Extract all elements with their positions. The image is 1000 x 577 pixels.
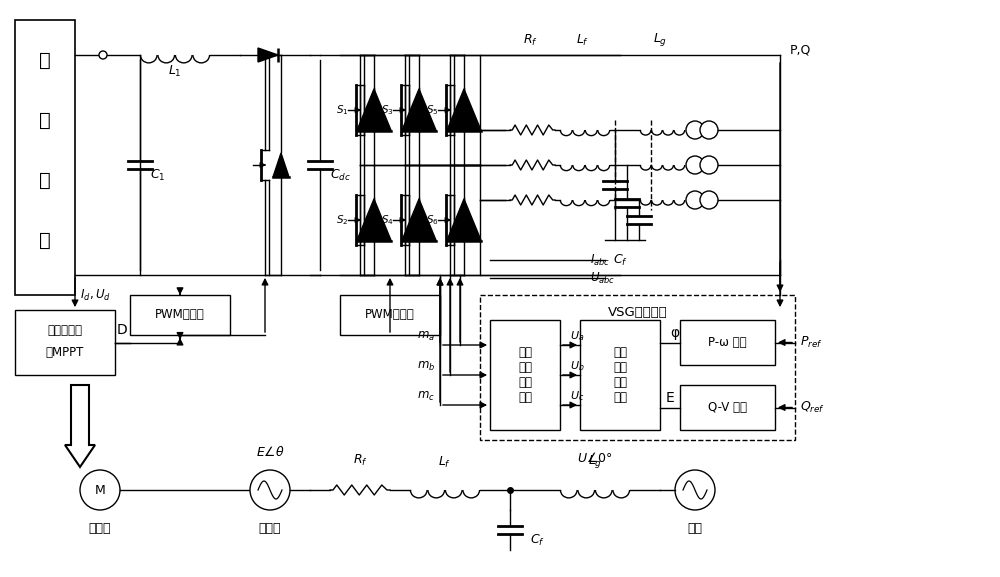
Text: 自带热备用: 自带热备用 <box>48 324 82 336</box>
Text: 光: 光 <box>39 51 51 69</box>
Text: $S_5$: $S_5$ <box>426 103 438 117</box>
Circle shape <box>700 121 718 139</box>
Circle shape <box>686 191 704 209</box>
Text: $E\angle\theta$: $E\angle\theta$ <box>256 445 284 459</box>
Bar <box>130 295 230 335</box>
Text: 发电机: 发电机 <box>259 522 281 534</box>
Text: P-ω 控制: P-ω 控制 <box>708 336 747 349</box>
Text: 的MPPT: 的MPPT <box>46 346 84 358</box>
Text: D: D <box>117 324 128 338</box>
Circle shape <box>80 470 120 510</box>
Bar <box>580 320 660 430</box>
Text: 双闭
环电
压跟
踪器: 双闭 环电 压跟 踪器 <box>518 346 532 404</box>
Text: $C_1$: $C_1$ <box>150 167 166 182</box>
Text: $Q_{ref}$: $Q_{ref}$ <box>800 400 825 415</box>
Text: $I_d,U_d$: $I_d,U_d$ <box>80 287 111 302</box>
Text: PWM发生器: PWM发生器 <box>155 309 205 321</box>
Text: $U_{abc}$: $U_{abc}$ <box>590 271 615 286</box>
Text: φ: φ <box>670 325 680 339</box>
Polygon shape <box>402 89 436 131</box>
Bar <box>480 295 795 440</box>
Text: $S_1$: $S_1$ <box>336 103 348 117</box>
Text: $m_c$: $m_c$ <box>417 389 435 403</box>
Bar <box>15 310 115 375</box>
Text: P,Q: P,Q <box>790 43 811 57</box>
Bar <box>490 320 560 430</box>
Circle shape <box>99 51 107 59</box>
Text: $S_4$: $S_4$ <box>381 213 393 227</box>
Polygon shape <box>273 153 289 177</box>
Text: Q-V 控制: Q-V 控制 <box>708 401 747 414</box>
Text: $C_f$: $C_f$ <box>530 533 545 548</box>
Text: $S_6$: $S_6$ <box>426 213 438 227</box>
FancyArrow shape <box>65 385 95 467</box>
Bar <box>680 385 775 430</box>
Circle shape <box>700 191 718 209</box>
Bar <box>15 20 75 295</box>
Text: E: E <box>666 391 674 404</box>
Circle shape <box>250 470 290 510</box>
Text: $U_b$: $U_b$ <box>570 359 585 373</box>
Bar <box>680 320 775 365</box>
Text: $m_b$: $m_b$ <box>417 359 435 373</box>
Polygon shape <box>357 199 391 241</box>
Text: $U_a$: $U_a$ <box>570 329 584 343</box>
Text: $L_f$: $L_f$ <box>438 455 452 470</box>
Text: 列: 列 <box>39 230 51 249</box>
Text: 三相
正弦
波发
生器: 三相 正弦 波发 生器 <box>613 346 627 404</box>
Circle shape <box>675 470 715 510</box>
Polygon shape <box>447 89 481 131</box>
Polygon shape <box>447 199 481 241</box>
Text: $C_{dc}$: $C_{dc}$ <box>330 167 350 182</box>
Text: 原动机: 原动机 <box>89 522 111 534</box>
Text: 电网: 电网 <box>688 522 702 534</box>
Circle shape <box>686 156 704 174</box>
Text: $U\angle 0°$: $U\angle 0°$ <box>577 451 613 465</box>
Text: $P_{ref}$: $P_{ref}$ <box>800 335 823 350</box>
Text: $C_f$: $C_f$ <box>613 253 627 268</box>
Text: $R_f$: $R_f$ <box>353 452 367 467</box>
Polygon shape <box>357 89 391 131</box>
Text: $L_g$: $L_g$ <box>653 32 667 48</box>
Text: 伏: 伏 <box>39 111 51 129</box>
Text: $m_a$: $m_a$ <box>417 329 435 343</box>
Text: $S_3$: $S_3$ <box>381 103 393 117</box>
Text: $L_g$: $L_g$ <box>588 454 602 470</box>
Circle shape <box>700 156 718 174</box>
Text: PWM发生器: PWM发生器 <box>365 309 415 321</box>
Circle shape <box>686 121 704 139</box>
Text: $U_c$: $U_c$ <box>570 389 584 403</box>
Text: VSG功率控制: VSG功率控制 <box>608 306 667 320</box>
Polygon shape <box>258 48 278 62</box>
Text: 阵: 阵 <box>39 170 51 189</box>
Text: $R_f$: $R_f$ <box>523 32 537 47</box>
Text: $S_2$: $S_2$ <box>336 213 348 227</box>
Polygon shape <box>402 199 436 241</box>
Text: $L_f$: $L_f$ <box>576 32 590 47</box>
Bar <box>340 295 440 335</box>
Text: $I_{abc}$: $I_{abc}$ <box>590 253 610 268</box>
Text: M: M <box>95 484 105 496</box>
Text: $L_1$: $L_1$ <box>168 63 182 78</box>
